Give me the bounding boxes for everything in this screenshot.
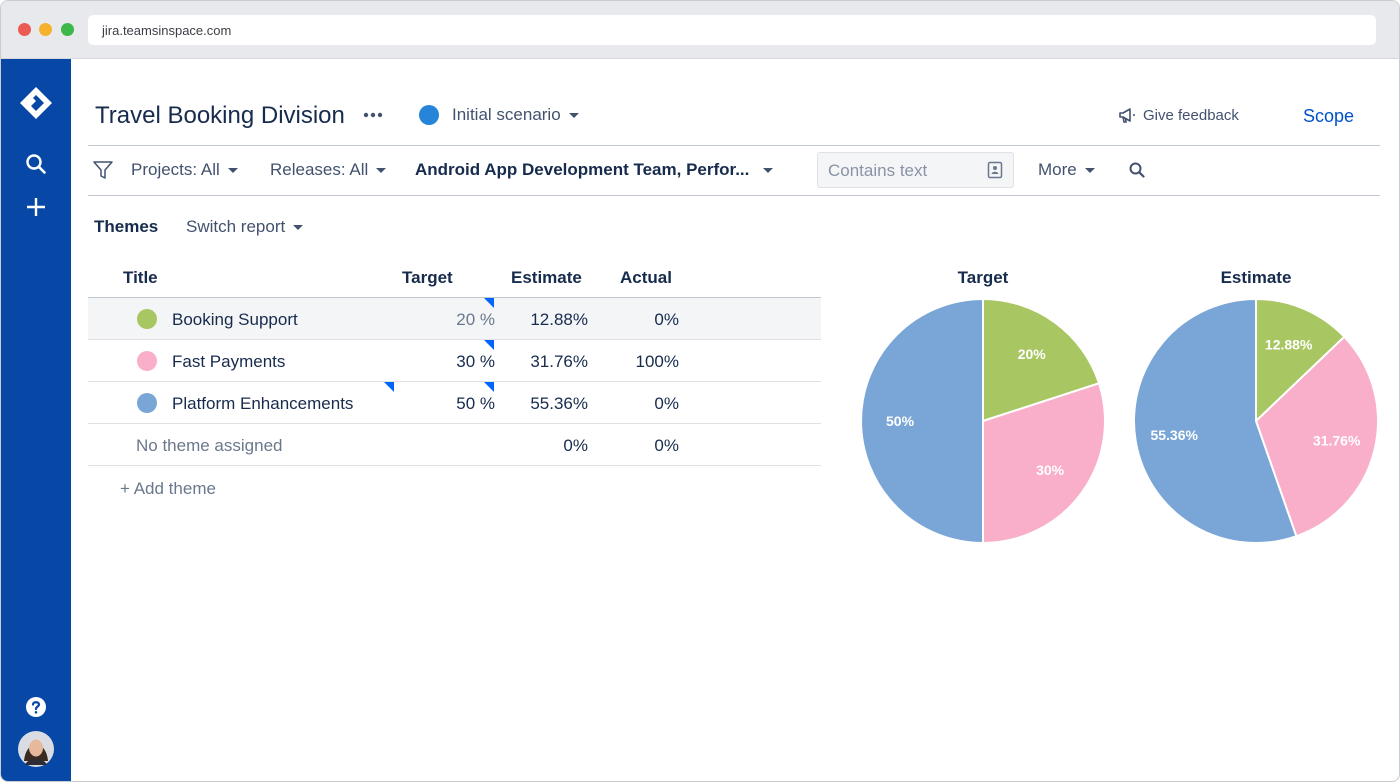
target-chart-title: Target (957, 268, 1009, 287)
close-window-button[interactable] (18, 23, 31, 36)
add-theme-button[interactable]: + Add theme (120, 479, 216, 498)
slice-label: 20% (1018, 346, 1047, 362)
estimate-chart-title: Estimate (1220, 268, 1292, 287)
user-avatar[interactable] (1, 731, 71, 767)
theme-color-swatch (137, 309, 157, 329)
chevron-down-icon (376, 168, 387, 174)
search-icon[interactable] (1, 151, 71, 177)
slice-booking-support (1255, 297, 1346, 424)
scenario-color-dot (419, 105, 439, 125)
actual-value: 0% (654, 394, 679, 413)
slice-label: 55.36% (1150, 427, 1198, 443)
create-plus-icon[interactable] (1, 194, 71, 220)
estimate-value: 55.36% (530, 394, 588, 413)
target-flag-icon (484, 382, 494, 392)
minimize-window-button[interactable] (39, 23, 52, 36)
browser-toolbar: jira.teamsinspace.com (1, 1, 1399, 59)
table-row[interactable]: Booking Support 20 % 12.88% 0% (88, 298, 821, 340)
slice-label: 12.88% (1265, 337, 1313, 353)
column-header-title: Title (123, 268, 158, 287)
give-feedback-button[interactable]: Give feedback (1117, 105, 1239, 125)
actual-value: 0% (654, 436, 679, 455)
slice-label: 50% (886, 413, 915, 429)
slice-platform-enhancements (1133, 297, 1298, 544)
projects-filter-label: Projects: All (131, 160, 220, 179)
column-header-estimate: Estimate (511, 268, 582, 287)
theme-title: No theme assigned (136, 436, 283, 455)
more-filters-button[interactable]: More (1038, 160, 1095, 180)
actual-value: 0% (654, 310, 679, 329)
theme-title: Fast Payments (172, 352, 286, 371)
chevron-down-icon (1084, 168, 1095, 174)
give-feedback-label: Give feedback (1143, 106, 1239, 124)
contains-text-input[interactable]: Contains text (817, 152, 1014, 188)
target-flag-icon (484, 340, 494, 350)
chevron-down-icon (227, 168, 238, 174)
teams-filter[interactable]: Android App Development Team, Perfor... (415, 160, 774, 180)
column-header-actual: Actual (620, 268, 672, 287)
slice-label: 30% (1036, 462, 1065, 478)
table-row[interactable]: Platform Enhancements 50 % 55.36% 0% (88, 382, 821, 424)
contact-card-icon (987, 161, 1003, 179)
megaphone-icon (1119, 108, 1135, 123)
target-value[interactable]: 30 % (456, 352, 495, 371)
table-header-divider (88, 297, 821, 298)
chevron-down-icon (293, 225, 304, 231)
estimate-value: 12.88% (530, 310, 588, 329)
global-sidebar (1, 59, 71, 781)
target-pie-chart: 20% 30% 50% (860, 297, 1106, 545)
target-flag-icon (484, 298, 494, 308)
actual-value: 100% (635, 352, 679, 371)
releases-filter[interactable]: Releases: All (270, 160, 387, 180)
estimate-value: 0% (563, 436, 588, 455)
divider (88, 195, 1380, 196)
jira-logo-icon[interactable] (1, 83, 71, 123)
theme-title: Booking Support (172, 310, 298, 329)
column-header-target: Target (402, 268, 453, 287)
scenario-selector[interactable]: Initial scenario (419, 105, 579, 125)
table-row: No theme assigned 0% 0% (88, 424, 821, 466)
slice-fast-payments (1254, 335, 1379, 538)
target-value[interactable]: 50 % (456, 394, 495, 413)
chevron-down-icon (763, 168, 774, 174)
theme-color-swatch (137, 351, 157, 371)
estimate-value: 31.76% (530, 352, 588, 371)
ellipsis-icon (363, 112, 383, 118)
contains-text-placeholder: Contains text (828, 161, 928, 180)
theme-color-swatch (137, 393, 157, 413)
more-filters-label: More (1038, 160, 1077, 179)
report-label: Themes (94, 217, 159, 236)
scope-tab[interactable]: Scope (1303, 106, 1355, 126)
address-bar[interactable]: jira.teamsinspace.com (88, 15, 1376, 45)
divider (88, 145, 1380, 146)
filter-search-icon[interactable] (1128, 161, 1146, 184)
slice-booking-support (982, 297, 1101, 423)
switch-report-label: Switch report (186, 217, 286, 236)
more-actions-button[interactable] (362, 104, 384, 131)
filter-icon[interactable] (92, 159, 114, 186)
teams-filter-label: Android App Development Team, Perfor... (415, 160, 750, 179)
switch-report-button[interactable]: Switch report (186, 217, 304, 237)
releases-filter-label: Releases: All (270, 160, 369, 179)
chevron-down-icon (568, 112, 579, 118)
help-icon[interactable] (1, 695, 71, 719)
target-value[interactable]: 20 % (456, 310, 495, 329)
scenario-label: Initial scenario (452, 105, 561, 124)
slice-fast-payments (982, 382, 1106, 545)
theme-title: Platform Enhancements (172, 394, 354, 413)
title-flag-icon (384, 382, 394, 392)
plan-page: Travel Booking Division Initial scenario… (71, 59, 1399, 781)
slice-platform-enhancements (860, 297, 984, 545)
page-title: Travel Booking Division (95, 102, 345, 129)
table-row[interactable]: Fast Payments 30 % 31.76% 100% (88, 340, 821, 382)
projects-filter[interactable]: Projects: All (131, 160, 238, 180)
estimate-pie-chart: 12.88% 31.76% 55.36% (1133, 297, 1379, 544)
slice-label: 31.76% (1313, 432, 1361, 448)
maximize-window-button[interactable] (61, 23, 74, 36)
